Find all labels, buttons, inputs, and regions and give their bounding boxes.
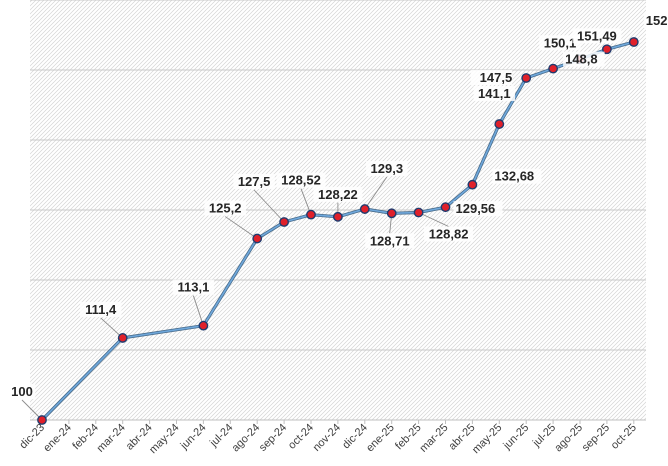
data-label-background [453,201,503,217]
label-leader-line [364,176,388,210]
data-points [37,37,639,425]
data-label-background [365,233,415,249]
data-label: 152,5 [646,13,668,28]
data-label-background [473,86,516,102]
data-label: 128,82 [429,226,469,241]
data-point [198,320,209,331]
x-tick-label: jun-24 [178,422,209,453]
x-tick-label: ene-24 [41,422,74,455]
data-label: 128,71 [370,233,410,248]
data-point [252,233,263,244]
data-label: 128,52 [281,173,321,188]
data-label-background [539,35,581,51]
data-label: 129,3 [371,161,404,176]
x-axis-ticks: dic-23ene-24feb-24mar-24abr-24may-24jun-… [17,420,639,456]
data-label: 132,68 [494,169,534,184]
data-point [602,44,612,55]
data-label: 151,49 [577,28,617,43]
data-point [440,202,451,213]
data-point [628,37,639,47]
data-label: 113,1 [177,280,209,295]
x-tick-label: mar-24 [95,422,128,455]
data-label-background [366,161,408,177]
data-label: 100 [11,384,33,399]
x-tick-label: sep-25 [580,422,612,454]
data-point [117,333,128,343]
data-label-background [79,301,122,317]
x-tick-label: may-24 [147,422,181,456]
x-tick-label: oct-25 [609,422,639,452]
data-label-background [643,13,668,28]
data-label: 150,1 [544,35,577,50]
data-label-background [276,172,326,188]
data-point [413,207,424,218]
data-point [521,73,532,83]
data-label-background [8,384,36,399]
x-tick-label: mar-25 [417,422,450,455]
data-label-background [470,70,513,85]
data-label: 127,5 [238,174,271,189]
x-tick-label: ene-25 [364,422,397,455]
data-label: 125,2 [209,201,242,216]
data-point [467,179,478,190]
data-point [279,217,289,227]
x-tick-label: jun-25 [501,422,532,453]
label-leader-line [224,216,258,239]
data-point [37,415,47,425]
data-point [494,119,505,129]
data-label-background [424,226,474,242]
data-label-background [313,186,363,202]
data-label: 147,5 [480,70,513,85]
label-leader-line [418,212,449,227]
data-point [332,211,343,222]
x-tick-label: ago-25 [552,422,585,455]
data-label-background [233,174,275,189]
data-label-background [492,168,542,184]
x-tick-label: sep-24 [257,422,289,454]
data-point [359,204,370,214]
data-point [386,208,397,219]
data-point [306,209,316,220]
data-point [548,63,558,74]
data-label-background [172,279,215,295]
data-label-background [572,28,622,44]
label-leader-line [253,189,285,223]
x-tick-label: ago-24 [230,422,263,455]
label-leader-line [192,295,204,326]
data-label: 148,8 [565,52,598,67]
data-label: 129,56 [456,201,496,216]
data-label: 111,4 [85,302,117,317]
label-leader-line [100,317,124,339]
data-label: 141,1 [478,86,511,101]
data-label-background [563,51,605,67]
x-tick-label: nov-24 [311,422,343,454]
x-tick-label: may-25 [470,422,504,456]
data-label: 128,22 [318,187,358,202]
data-label-background [204,200,246,216]
